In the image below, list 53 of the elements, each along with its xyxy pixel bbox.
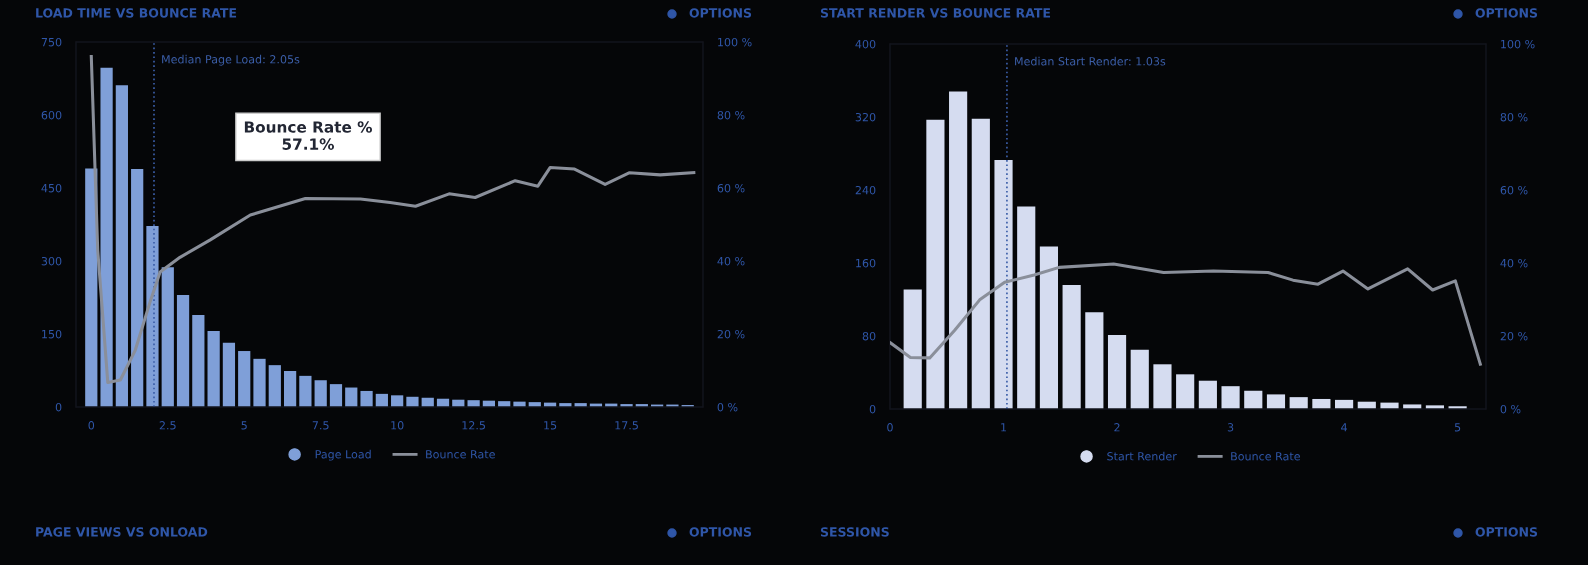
- x-tick-label: 5: [241, 421, 247, 430]
- chart-title: START RENDER VS BOUNCE RATE: [820, 8, 1051, 18]
- y-tick-label: 300: [41, 256, 62, 266]
- annotation: Bounce Rate % 57.1%: [244, 121, 372, 150]
- x-tick-label: 0: [887, 423, 893, 432]
- legend-label: Bounce Rate: [426, 450, 495, 459]
- y-tick-label: 240: [855, 185, 876, 195]
- x-tick-label: 15: [544, 421, 557, 430]
- legend-label: Page Load: [315, 449, 371, 461]
- x-tick-label: 2: [1114, 423, 1120, 432]
- y2-tick-label: 60 %: [717, 183, 745, 193]
- x-tick-label: 1: [1001, 423, 1007, 432]
- text: OPTIONS: [689, 527, 752, 537]
- y2-tick-label: 80 %: [1500, 112, 1528, 122]
- legend-label: Start Render: [1107, 451, 1177, 461]
- chart-title: LOAD TIME VS BOUNCE RATE: [36, 8, 237, 18]
- ref-line-label: Median Start Render: 1.03s: [1015, 56, 1166, 66]
- y-tick-label: 320: [855, 112, 876, 122]
- x-tick-label: 17.5: [615, 421, 638, 430]
- x-tick-label: 5: [1454, 423, 1461, 432]
- text: OPTIONS: [1475, 8, 1538, 18]
- x-tick-label: 7.5: [312, 421, 329, 430]
- y2-tick-label: 60 %: [1500, 185, 1528, 195]
- y-tick-label: 450: [41, 183, 62, 193]
- legend-label: Bounce Rate: [1231, 452, 1300, 461]
- text: PAGE VIEWS VS ONLOAD: [36, 527, 208, 537]
- y-tick-label: 600: [41, 110, 62, 120]
- x-tick-label: 3: [1227, 423, 1234, 432]
- y2-tick-label: 40 %: [717, 256, 745, 266]
- x-tick-label: 4: [1341, 423, 1348, 432]
- y-tick-label: 0: [55, 402, 62, 412]
- ref-line-label: Median Page Load: 2.05s: [162, 54, 300, 66]
- y2-tick-label: 0 %: [717, 402, 738, 412]
- y2-tick-label: 80 %: [717, 110, 745, 120]
- x-tick-label: 0: [88, 421, 95, 430]
- x-tick-label: 10: [391, 421, 404, 430]
- x-tick-label: 2.5: [159, 421, 176, 430]
- y-tick-label: 150: [42, 329, 62, 339]
- y-tick-label: 160: [856, 258, 876, 268]
- y-tick-label: 400: [855, 39, 876, 49]
- y2-tick-label: 0 %: [1500, 404, 1521, 414]
- y2-tick-label: 20 %: [717, 329, 745, 339]
- y-tick-label: 0: [869, 404, 876, 414]
- text: SESSIONS: [820, 527, 889, 537]
- y2-tick-label: 100 %: [718, 37, 752, 47]
- y2-tick-label: 20 %: [1500, 331, 1528, 341]
- y-tick-label: 750: [41, 37, 62, 47]
- x-tick-label: 12.5: [462, 421, 486, 430]
- y2-tick-label: 40 %: [1500, 258, 1528, 268]
- y-tick-label: 80: [862, 331, 876, 341]
- text: OPTIONS: [1475, 527, 1538, 537]
- text: OPTIONS: [689, 8, 752, 18]
- y2-tick-label: 100 %: [1501, 39, 1535, 49]
